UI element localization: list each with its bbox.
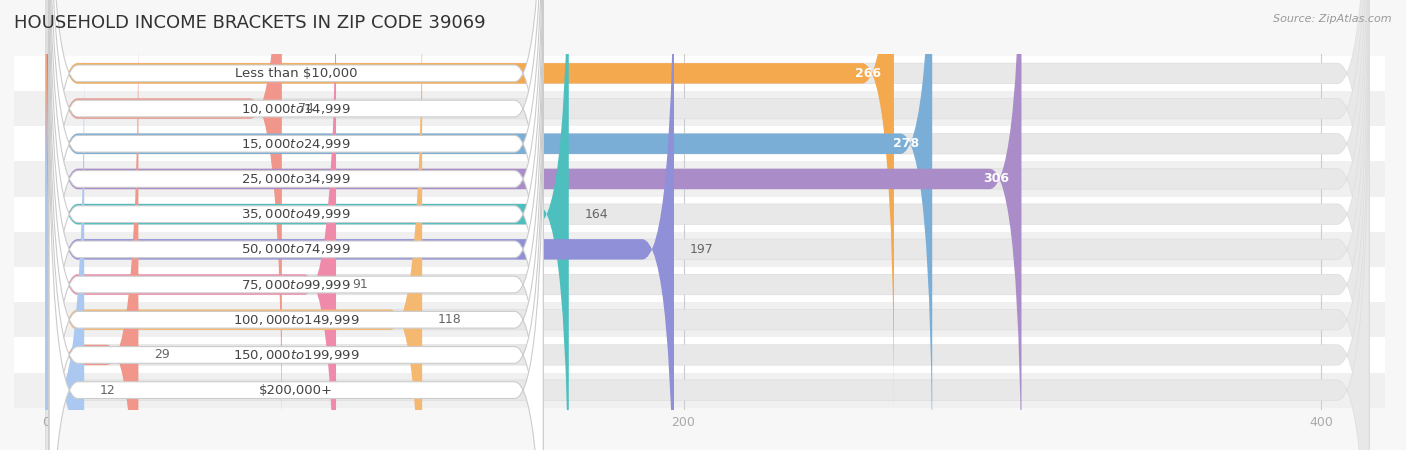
Text: $50,000 to $74,999: $50,000 to $74,999 xyxy=(242,243,352,256)
Text: 278: 278 xyxy=(893,137,920,150)
FancyBboxPatch shape xyxy=(49,0,543,450)
Text: 197: 197 xyxy=(690,243,714,256)
FancyBboxPatch shape xyxy=(46,0,1369,450)
Text: Less than $10,000: Less than $10,000 xyxy=(235,67,357,80)
Text: $15,000 to $24,999: $15,000 to $24,999 xyxy=(242,137,352,151)
FancyBboxPatch shape xyxy=(49,0,543,450)
FancyBboxPatch shape xyxy=(46,0,1369,450)
FancyBboxPatch shape xyxy=(46,0,281,450)
Text: 12: 12 xyxy=(100,384,115,396)
Text: $75,000 to $99,999: $75,000 to $99,999 xyxy=(242,278,352,292)
FancyBboxPatch shape xyxy=(46,48,1369,450)
Text: $100,000 to $149,999: $100,000 to $149,999 xyxy=(233,313,360,327)
Text: 266: 266 xyxy=(855,67,882,80)
Bar xyxy=(14,162,1385,197)
FancyBboxPatch shape xyxy=(46,0,932,450)
FancyBboxPatch shape xyxy=(46,13,1369,450)
Bar xyxy=(14,126,1385,162)
FancyBboxPatch shape xyxy=(46,0,1369,450)
FancyBboxPatch shape xyxy=(46,0,569,450)
FancyBboxPatch shape xyxy=(49,0,543,450)
FancyBboxPatch shape xyxy=(49,0,543,382)
FancyBboxPatch shape xyxy=(46,0,1022,450)
FancyBboxPatch shape xyxy=(46,0,894,415)
FancyBboxPatch shape xyxy=(46,0,336,450)
Text: 29: 29 xyxy=(155,348,170,361)
Text: Source: ZipAtlas.com: Source: ZipAtlas.com xyxy=(1274,14,1392,23)
Text: 118: 118 xyxy=(439,313,461,326)
FancyBboxPatch shape xyxy=(46,13,138,450)
Text: HOUSEHOLD INCOME BRACKETS IN ZIP CODE 39069: HOUSEHOLD INCOME BRACKETS IN ZIP CODE 39… xyxy=(14,14,485,32)
FancyBboxPatch shape xyxy=(49,0,543,450)
Bar xyxy=(14,373,1385,408)
Bar xyxy=(14,267,1385,302)
FancyBboxPatch shape xyxy=(49,0,543,417)
FancyBboxPatch shape xyxy=(49,46,543,450)
Text: $10,000 to $14,999: $10,000 to $14,999 xyxy=(242,102,352,116)
Text: $150,000 to $199,999: $150,000 to $199,999 xyxy=(233,348,360,362)
Bar xyxy=(14,232,1385,267)
FancyBboxPatch shape xyxy=(46,0,1369,415)
Bar xyxy=(14,197,1385,232)
Text: $25,000 to $34,999: $25,000 to $34,999 xyxy=(242,172,352,186)
Text: 91: 91 xyxy=(352,278,368,291)
FancyBboxPatch shape xyxy=(49,0,543,450)
Text: 306: 306 xyxy=(983,172,1008,185)
FancyBboxPatch shape xyxy=(46,0,1369,450)
Text: $35,000 to $49,999: $35,000 to $49,999 xyxy=(242,207,352,221)
FancyBboxPatch shape xyxy=(49,11,543,450)
Bar xyxy=(14,56,1385,91)
FancyBboxPatch shape xyxy=(46,0,422,450)
Bar xyxy=(14,91,1385,126)
FancyBboxPatch shape xyxy=(46,48,84,450)
Bar xyxy=(14,302,1385,338)
Text: $200,000+: $200,000+ xyxy=(259,384,333,396)
FancyBboxPatch shape xyxy=(46,0,1369,450)
FancyBboxPatch shape xyxy=(46,0,1369,450)
FancyBboxPatch shape xyxy=(49,82,543,450)
FancyBboxPatch shape xyxy=(46,0,1369,450)
Bar xyxy=(14,338,1385,373)
Text: 164: 164 xyxy=(585,207,609,220)
Text: 74: 74 xyxy=(298,102,314,115)
FancyBboxPatch shape xyxy=(46,0,673,450)
